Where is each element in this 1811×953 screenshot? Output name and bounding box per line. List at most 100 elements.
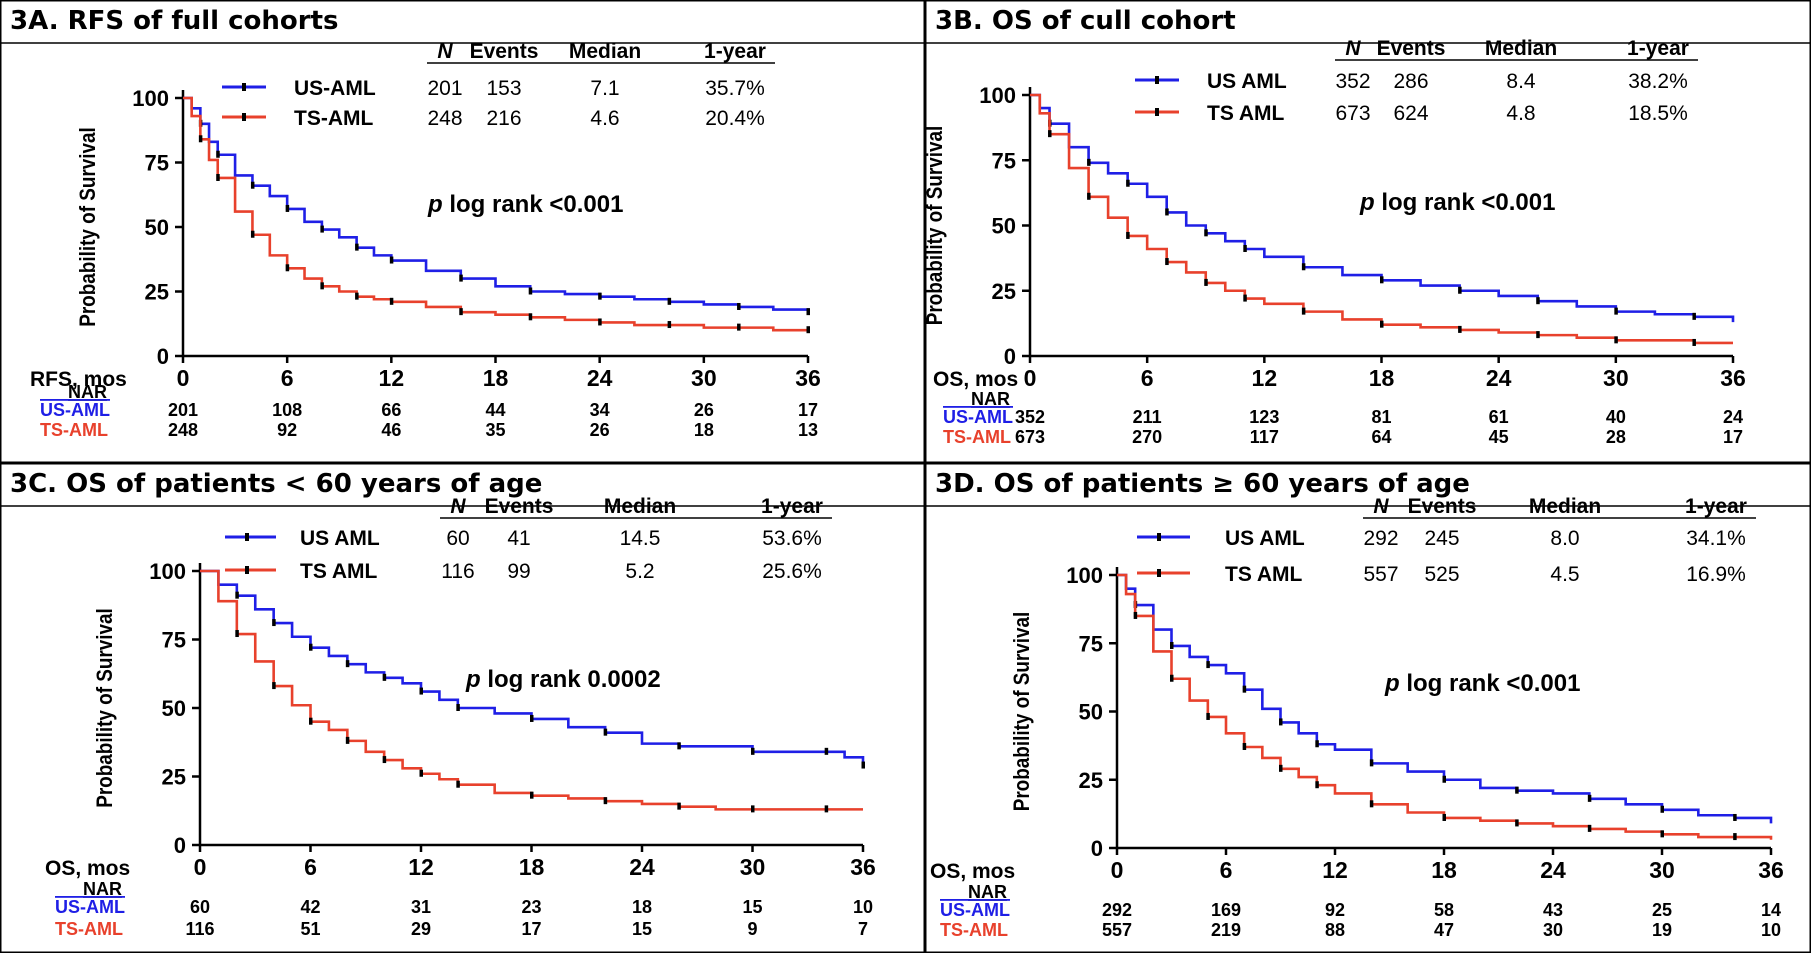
panel-3a: 0 25 50 75 100 0 6 12 18 24 30 36 Probability of Sur… [0, 0, 925, 463]
censor-mark [419, 769, 423, 777]
censor-mark [1165, 258, 1169, 266]
censor-mark [389, 256, 394, 264]
censor-mark [1204, 229, 1208, 237]
censor-mark [345, 660, 350, 668]
y-axis-label: Probability of Survival [76, 127, 101, 327]
censor-mark [272, 682, 276, 690]
nar-value: 108 [272, 400, 302, 420]
y-tick-label: 75 [1079, 631, 1103, 656]
x-axis-label: OS, mos [930, 860, 1015, 883]
nar-label: NAR [83, 879, 122, 899]
nar-value: 17 [1723, 427, 1743, 447]
panel-3c: 0 25 50 75 100 0 6 12 18 24 30 36 Probability of Sur… [0, 463, 925, 953]
censor-mark [1458, 286, 1462, 294]
x-axis-label: OS, mos [933, 368, 1018, 391]
x-tick-label: 0 [177, 365, 190, 391]
nar-series-label: TS-AML [943, 427, 1011, 447]
stats-value-median: 8.4 [1506, 70, 1536, 93]
stats-value-events: 216 [486, 107, 521, 130]
censor-mark [824, 805, 829, 813]
stats-header-one_year: 1-year [761, 495, 823, 518]
legend-marker [1155, 108, 1159, 116]
x-tick-label: 0 [1024, 365, 1037, 391]
censor-mark [528, 313, 533, 321]
stats-value-median: 4.5 [1550, 563, 1579, 586]
y-tick-label: 0 [157, 344, 169, 369]
y-axis-label: Probability of Survival [925, 126, 947, 326]
nar-value: 7 [858, 919, 868, 939]
nar-value: 42 [300, 897, 320, 917]
stats-value-one_year: 18.5% [1628, 102, 1688, 125]
nar-value: 211 [1133, 407, 1162, 427]
x-tick-label: 12 [408, 854, 434, 880]
nar-value: 66 [381, 400, 401, 420]
censor-mark [355, 243, 359, 251]
y-tick-label: 50 [145, 215, 169, 240]
censor-mark [1165, 208, 1169, 216]
nar-value: 10 [853, 897, 873, 917]
pvalue-text: p log rank <0.001 [427, 191, 623, 218]
stats-value-one_year: 34.1% [1686, 527, 1746, 550]
stats-value-events: 99 [507, 560, 530, 583]
censor-mark [459, 274, 463, 282]
x-tick-label: 12 [1252, 365, 1278, 391]
stats-header-one_year: 1-year [704, 40, 766, 63]
nar-value: 673 [1015, 427, 1045, 447]
censor-mark [667, 297, 672, 305]
legend-marker [1155, 76, 1159, 84]
nar-value: 23 [521, 897, 541, 917]
legend-label-us: US AML [1207, 70, 1287, 93]
stats-value-events: 245 [1424, 527, 1459, 550]
y-axis-label: Probability of Survival [1010, 612, 1035, 812]
nar-value: 248 [168, 420, 198, 440]
x-axis-label: OS, mos [45, 857, 130, 880]
stats-header-median: Median [1485, 37, 1557, 60]
nar-value: 26 [590, 420, 610, 440]
censor-mark [751, 747, 755, 755]
x-tick-label: 24 [629, 854, 655, 880]
nar-value: 47 [1434, 920, 1454, 940]
censor-mark [1380, 276, 1384, 284]
x-tick-label: 12 [379, 365, 405, 391]
legend-label-ts: TS AML [300, 560, 378, 583]
censor-mark [382, 673, 387, 681]
censor-mark [285, 204, 290, 212]
nar-value: 81 [1371, 407, 1391, 427]
censor-mark [285, 264, 290, 272]
censor-mark [456, 780, 460, 788]
censor-mark [1733, 833, 1737, 841]
nar-value: 9 [747, 919, 757, 939]
censor-mark [1515, 786, 1519, 794]
pvalue-text: p log rank <0.001 [1359, 189, 1555, 216]
censor-mark [667, 321, 672, 329]
stats-value-one_year: 35.7% [705, 77, 765, 100]
nar-value: 28 [1606, 427, 1626, 447]
panel-border [925, 0, 1811, 463]
censor-mark [459, 308, 463, 316]
legend-label-ts: TS-AML [294, 107, 373, 130]
nar-value: 24 [1723, 407, 1743, 427]
nar-value: 117 [1250, 427, 1279, 447]
nar-value: 40 [1606, 407, 1626, 427]
censor-mark [530, 791, 534, 799]
censor-mark [1442, 775, 1446, 783]
y-tick-label: 25 [1079, 768, 1103, 793]
x-tick-label: 0 [194, 854, 207, 880]
stats-header-n: N [450, 495, 466, 518]
stats-value-events: 624 [1393, 102, 1428, 125]
y-tick-label: 25 [145, 280, 169, 305]
x-tick-label: 36 [795, 365, 821, 391]
nar-value: 18 [632, 897, 652, 917]
nar-value: 169 [1211, 900, 1241, 920]
stats-value-median: 8.0 [1550, 527, 1579, 550]
stats-value-n: 352 [1335, 70, 1370, 93]
nar-label: NAR [971, 389, 1010, 409]
x-tick-label: 6 [1220, 857, 1233, 883]
stats-header-n: N [1345, 37, 1361, 60]
censor-mark [806, 308, 810, 316]
censor-mark [1206, 661, 1210, 669]
stats-header-n: N [1373, 495, 1389, 518]
stats-value-n: 557 [1363, 563, 1398, 586]
censor-mark [603, 728, 608, 736]
x-tick-label: 12 [1322, 857, 1348, 883]
